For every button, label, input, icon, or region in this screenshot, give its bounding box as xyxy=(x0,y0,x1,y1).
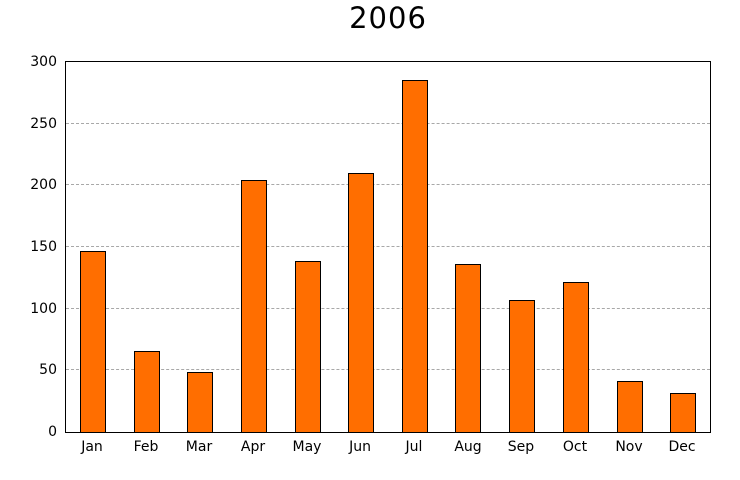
bar-aug xyxy=(455,264,481,432)
y-tick-label-0: 0 xyxy=(48,424,57,440)
x-tick-label-jul: Jul xyxy=(405,439,423,455)
gridline-y-50 xyxy=(66,369,710,371)
x-tick-label-mar: Mar xyxy=(185,439,213,455)
bar-sep xyxy=(509,300,535,432)
x-tick-label-sep: Sep xyxy=(507,439,535,455)
bar-mar xyxy=(187,372,213,432)
x-tick-label-may: May xyxy=(292,439,322,455)
bar-jun xyxy=(348,173,374,432)
x-tick-label-apr: Apr xyxy=(240,439,266,455)
plot-area xyxy=(65,61,711,433)
bar-jul xyxy=(402,80,428,432)
x-tick-label-jan: Jan xyxy=(81,439,103,455)
bar-apr xyxy=(241,180,267,432)
bar-may xyxy=(295,261,321,432)
y-tick-label-300: 300 xyxy=(30,54,57,70)
y-tick-label-200: 200 xyxy=(30,177,57,193)
y-tick-label-150: 150 xyxy=(30,239,57,255)
y-tick-label-100: 100 xyxy=(30,301,57,317)
x-tick-label-aug: Aug xyxy=(454,439,482,455)
bar-feb xyxy=(134,351,160,432)
bar-oct xyxy=(563,282,589,432)
x-tick-label-nov: Nov xyxy=(615,439,643,455)
bar-nov xyxy=(617,381,643,432)
x-axis-labels: Jan Feb Mar Apr May Jun Jul Aug Sep Oct Nov Dec xyxy=(65,434,711,458)
bar-dec xyxy=(670,393,696,432)
gridline-y-100 xyxy=(66,307,710,309)
x-tick-label-jun: Jun xyxy=(349,439,371,455)
bar-jan xyxy=(80,251,106,432)
x-tick-label-dec: Dec xyxy=(668,439,696,455)
chart-title: 2006 xyxy=(349,1,427,35)
gridline-y-150 xyxy=(66,246,710,247)
gridline-y-200 xyxy=(66,184,710,186)
y-axis-labels: 0 50 100 150 200 250 300 xyxy=(0,54,57,440)
x-tick-label-feb: Feb xyxy=(133,439,159,455)
y-tick-label-50: 50 xyxy=(39,362,57,378)
x-tick-label-oct: Oct xyxy=(562,439,588,455)
y-tick-label-250: 250 xyxy=(30,116,57,132)
gridline-y-250 xyxy=(66,122,710,124)
